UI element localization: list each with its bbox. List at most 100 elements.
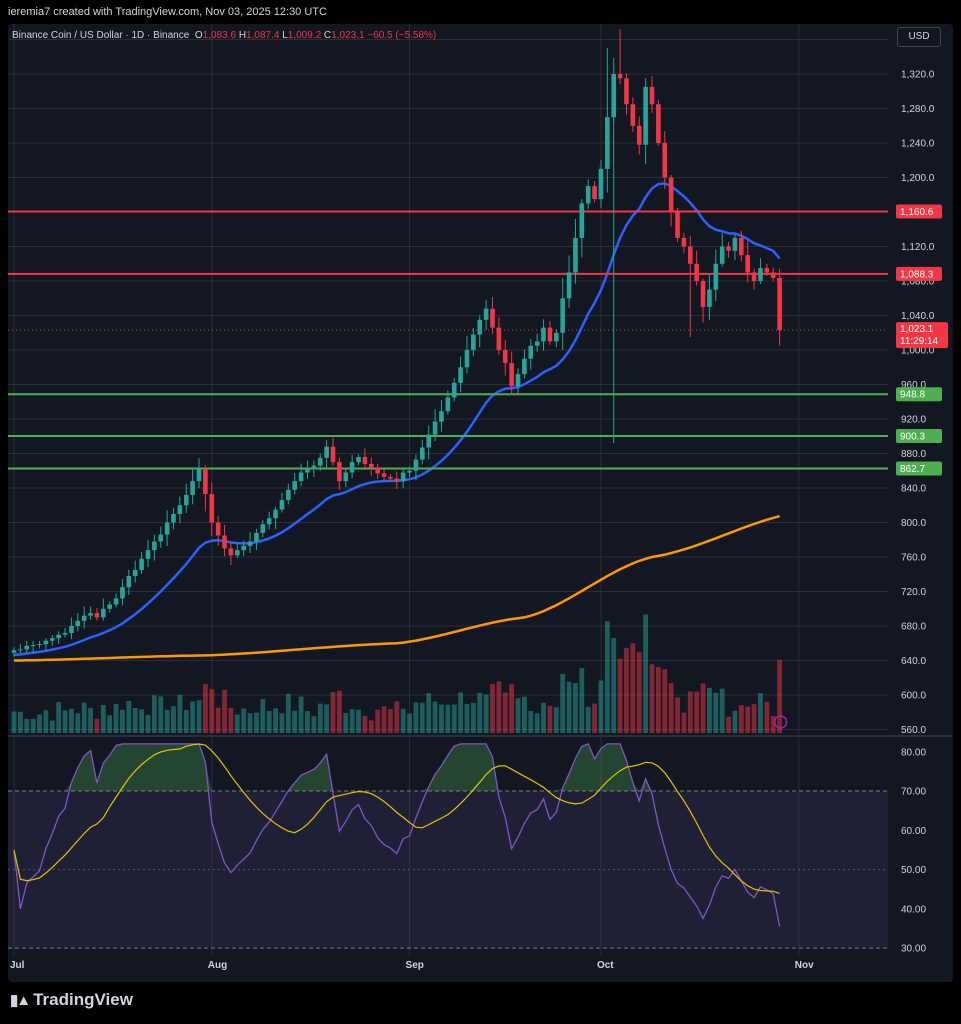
candle-body: [24, 645, 30, 650]
volume-bar: [719, 688, 725, 733]
candle-body: [388, 476, 393, 479]
candle-body: [292, 481, 298, 490]
candle-body: [247, 541, 253, 546]
candle-body: [477, 319, 483, 335]
volume-bar: [56, 702, 62, 733]
volume-bar: [400, 708, 406, 733]
candle-body: [490, 308, 495, 328]
volume-bar: [75, 713, 81, 733]
price-axis-tick-label: 640.0: [901, 656, 926, 667]
candle-body: [394, 478, 400, 482]
candle-body: [113, 598, 119, 605]
volume-bar: [17, 711, 23, 733]
volume-bar: [222, 689, 227, 733]
volume-bar: [477, 692, 483, 733]
volume-bar: [215, 707, 221, 733]
volume-bar: [183, 710, 189, 733]
replay-icon: [773, 715, 788, 729]
volume-bar: [349, 709, 355, 733]
candle-body: [656, 104, 661, 144]
volume-bar: [464, 704, 470, 733]
volume-bar: [30, 718, 36, 733]
candle-body: [203, 469, 208, 495]
price-axis-tick-label: 960.0: [901, 380, 926, 391]
volume-bar: [681, 712, 687, 733]
volume-bar: [285, 693, 291, 733]
last-price-label-bg: [896, 322, 948, 349]
volume-bar: [764, 701, 770, 733]
time-axis-tick-label: Nov: [795, 960, 814, 971]
candle-body: [681, 237, 687, 247]
candle-body: [611, 74, 617, 118]
candle-body: [400, 472, 406, 482]
volume-bar: [662, 669, 668, 733]
candle-body: [534, 341, 540, 346]
tradingview-logo[interactable]: ▮▲ TradingView: [10, 990, 133, 1010]
volume-bar: [311, 716, 317, 733]
volume-bar: [758, 693, 763, 733]
volume-bar: [113, 703, 119, 733]
rsi-axis-tick-label: 80.00: [901, 747, 926, 758]
last-price-label: 1,023.1: [900, 324, 934, 335]
candle-body: [777, 277, 782, 331]
candle-body: [483, 308, 489, 320]
chart-panel[interactable]: 1,360.01,320.01,280.01,240.01,200.01,120…: [8, 24, 953, 982]
volume-bar: [69, 708, 74, 733]
volume-bar: [81, 702, 87, 733]
rsi-axis-tick-label: 40.00: [901, 904, 926, 915]
candle-body: [605, 117, 610, 169]
candle-body: [522, 358, 527, 375]
candle-body: [120, 587, 125, 599]
volume-bar: [751, 704, 757, 733]
price-axis-tick-label: 560.0: [901, 725, 926, 736]
price-axis-tick-label: 1,080.0: [901, 277, 935, 288]
currency-button[interactable]: USD: [897, 27, 941, 47]
candle-body: [420, 447, 425, 460]
candle-body: [381, 473, 387, 477]
volume-bar: [234, 714, 240, 733]
candle-body: [254, 532, 259, 542]
candle-body: [662, 143, 668, 178]
candle-body: [700, 281, 706, 307]
price-line-label: 900.3: [900, 432, 925, 443]
candle-body: [630, 104, 636, 126]
candle-body: [585, 186, 591, 204]
volume-bar: [158, 696, 164, 733]
volume-bar: [145, 714, 151, 733]
candle-body: [305, 469, 310, 473]
candle-body: [687, 246, 693, 264]
volume-bar: [362, 715, 368, 733]
volume-bar: [43, 710, 49, 733]
volume-bar: [649, 664, 655, 733]
chart-canvas[interactable]: 1,360.01,320.01,280.01,240.01,200.01,120…: [8, 24, 953, 982]
candle-body: [764, 268, 770, 273]
rsi-axis-tick-label: 60.00: [901, 826, 926, 837]
candle-body: [337, 462, 342, 482]
candle-body: [235, 550, 240, 556]
volume-bar: [381, 706, 387, 733]
price-axis-tick-label: 800.0: [901, 518, 926, 529]
candle-body: [719, 246, 725, 264]
sma-200-line: [14, 514, 780, 662]
candle-body: [69, 626, 74, 633]
candle-body: [286, 489, 291, 501]
candle-body: [49, 638, 55, 641]
symbol-legend[interactable]: Binance Coin / US Dollar · 1D · Binance …: [12, 30, 436, 41]
price-line-label-bg: [896, 387, 942, 402]
candle-body: [209, 494, 215, 523]
candle-body: [368, 463, 374, 468]
volume-bar: [547, 705, 553, 733]
volume-bar: [273, 708, 278, 733]
volume-bar: [502, 692, 508, 733]
candle-body: [222, 535, 227, 549]
volume-bar: [592, 703, 597, 733]
volume-bar: [624, 647, 629, 733]
candle-body: [464, 350, 470, 368]
price-axis-tick-label: 1,000.0: [901, 346, 935, 357]
volume-bar: [604, 621, 610, 733]
price-axis-tick-label: 920.0: [901, 415, 926, 426]
candle-body: [107, 604, 112, 609]
volume-bar: [49, 720, 55, 733]
candle-body: [273, 509, 278, 519]
